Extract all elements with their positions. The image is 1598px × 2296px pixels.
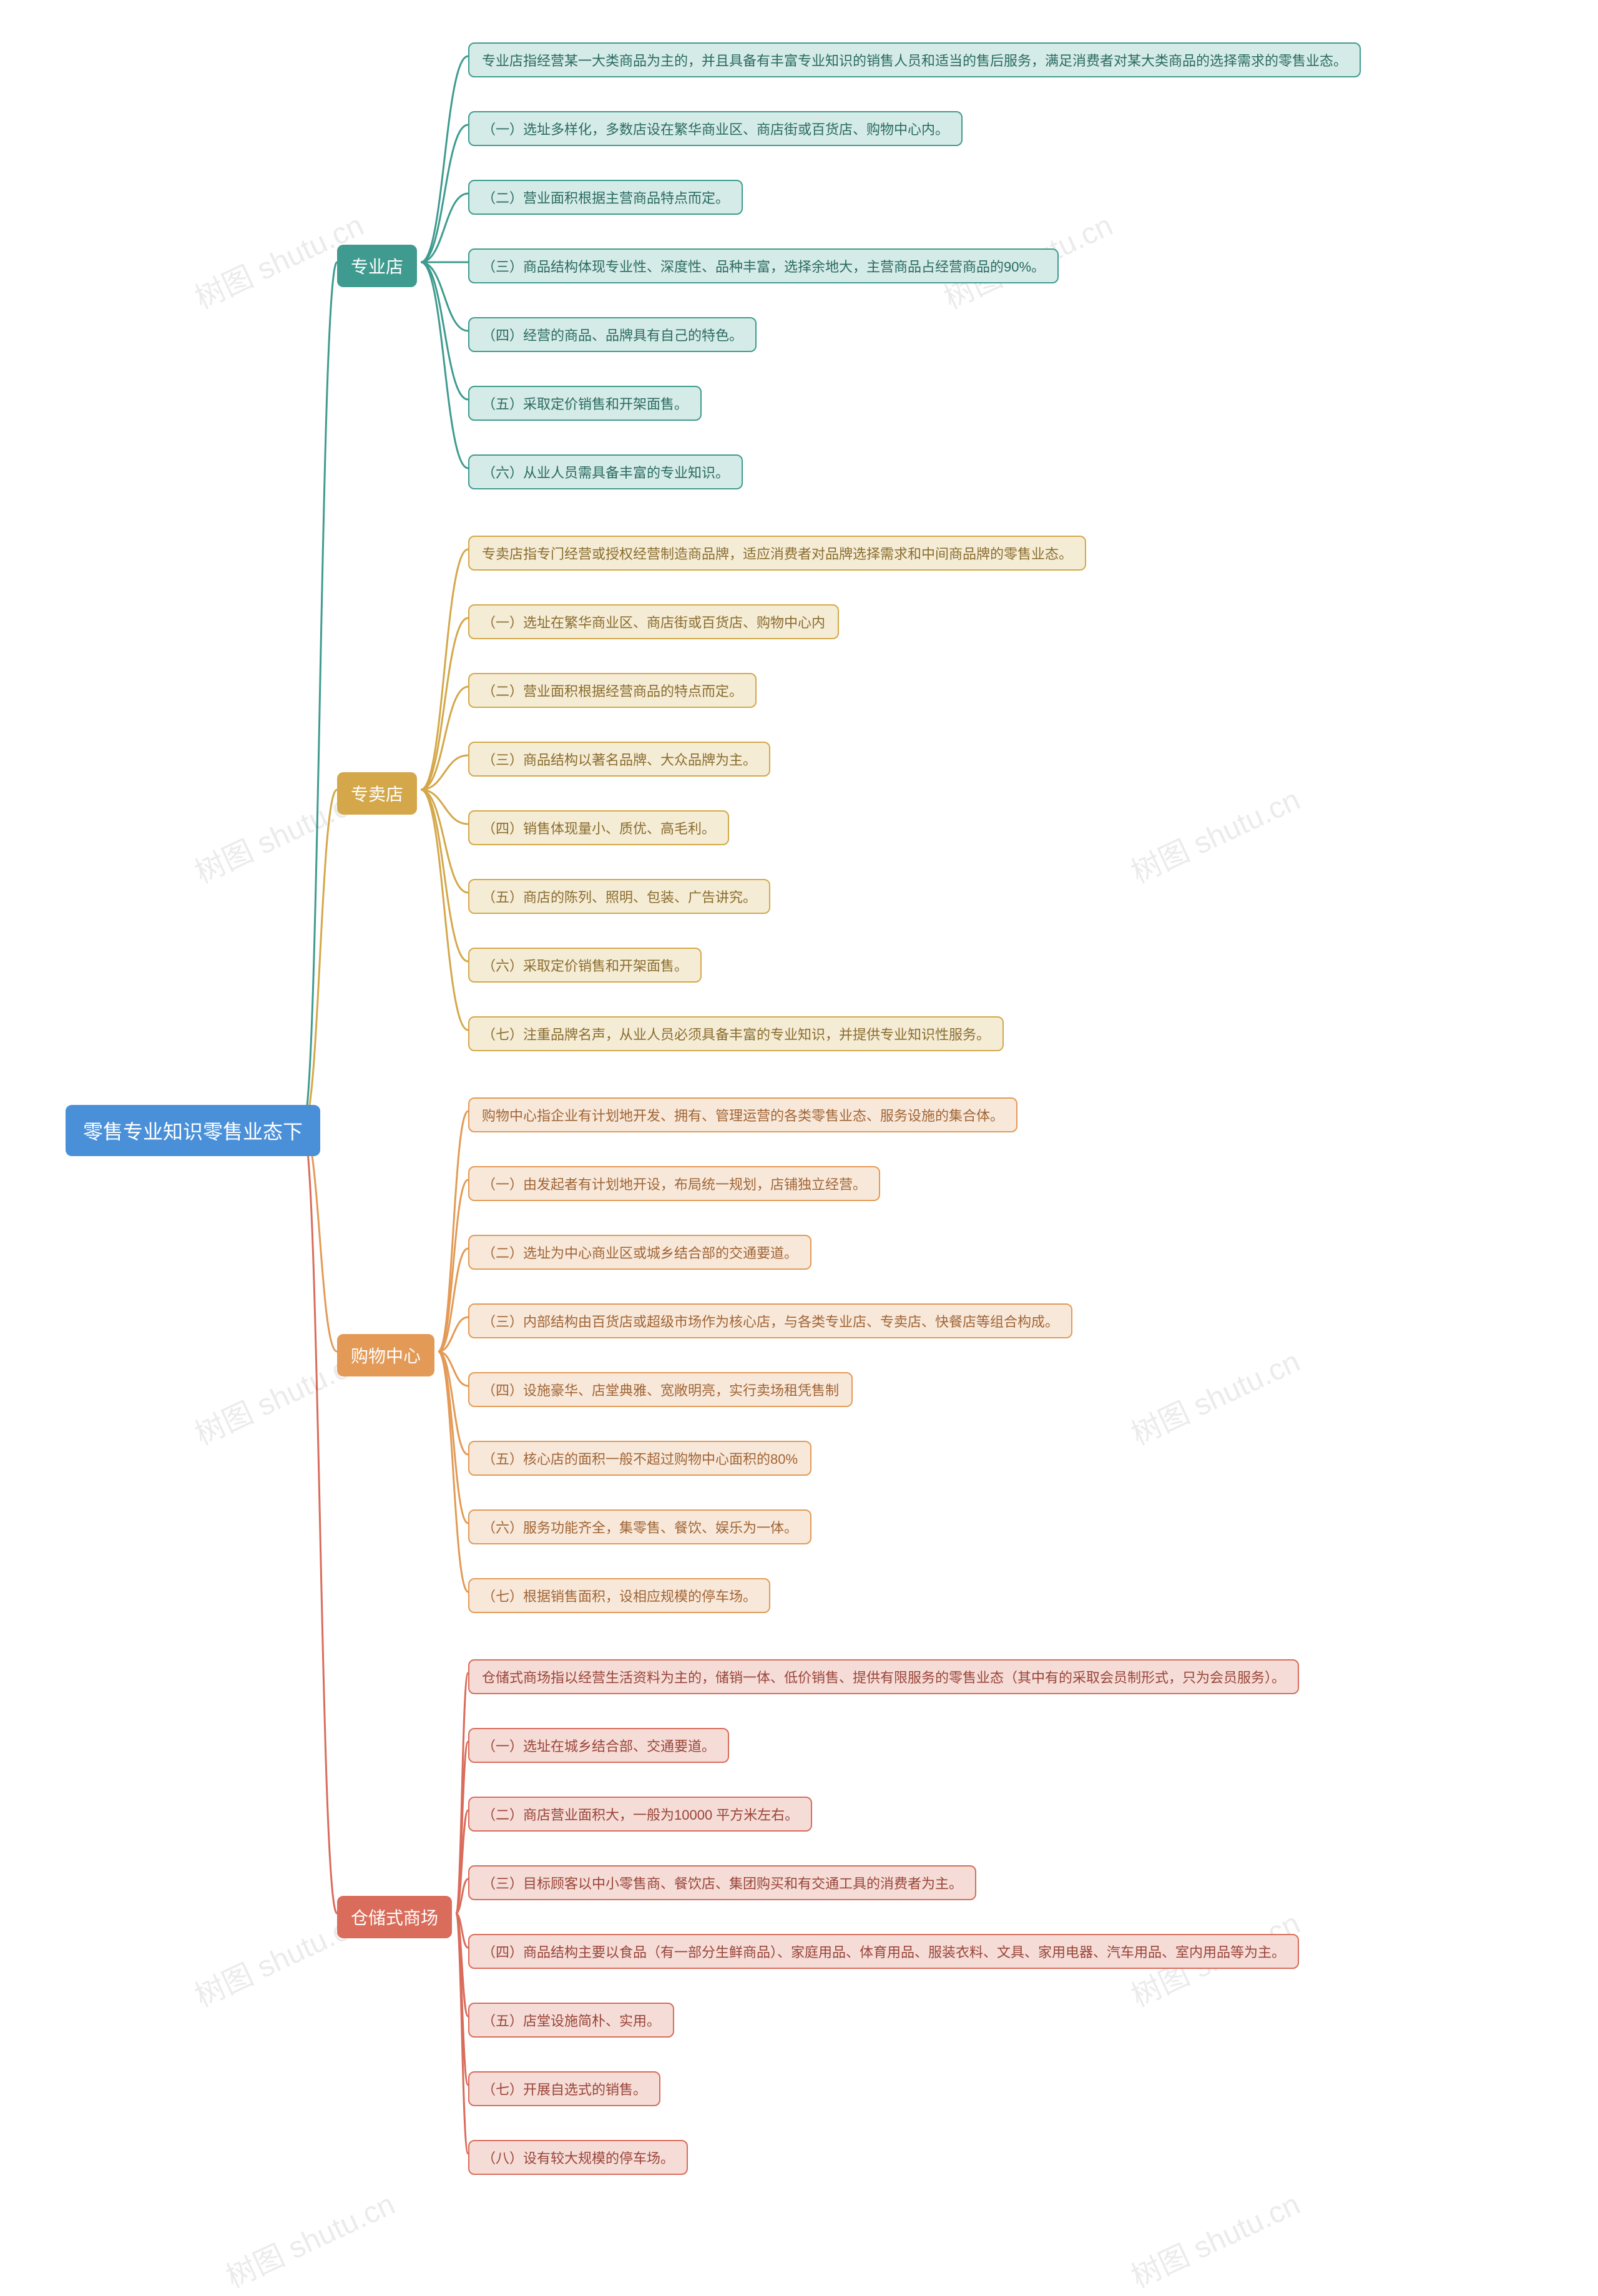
connector-path [303,262,337,1127]
watermark: 树图 shutu.cn [218,2180,401,2296]
connector-path [438,1180,468,1352]
leaf-node[interactable]: （二）营业面积根据主营商品特点而定。 [468,180,743,215]
leaf-node[interactable]: （五）店堂设施简朴、实用。 [468,2003,674,2038]
branch-node-b1[interactable]: 专业店 [337,245,417,287]
connector-path [438,1249,468,1352]
connector-path [421,790,468,893]
leaf-node[interactable]: （二）商店营业面积大，一般为10000 平方米左右。 [468,1797,812,1832]
leaf-node[interactable]: （三）商品结构以著名品牌、大众品牌为主。 [468,742,770,777]
connector-path [421,262,468,468]
leaf-node[interactable]: （一）选址在城乡结合部、交通要道。 [468,1728,729,1763]
connector-path [421,262,468,400]
connector-path [421,549,468,790]
connector-path [421,755,468,790]
connector-path [421,125,468,262]
leaf-node[interactable]: （七）开展自选式的销售。 [468,2071,660,2106]
leaf-node[interactable]: （八）设有较大规模的停车场。 [468,2140,688,2175]
connector-path [303,790,337,1127]
leaf-node[interactable]: （一）由发起者有计划地开设，布局统一规划，店铺独立经营。 [468,1166,880,1201]
leaf-node[interactable]: 仓储式商场指以经营生活资料为主的，储销一体、低价销售、提供有限服务的零售业态（其… [468,1659,1299,1694]
connector-path [438,1111,468,1352]
leaf-node[interactable]: （四）设施豪华、店堂典雅、宽敞明亮，实行卖场租凭售制 [468,1372,853,1407]
leaf-node[interactable]: （一）选址在繁华商业区、商店街或百货店、购物中心内 [468,604,839,639]
connector-path [456,1913,468,2085]
leaf-node[interactable]: （六）服务功能齐全，集零售、餐饮、娱乐为一体。 [468,1509,811,1544]
leaf-node[interactable]: （一）选址多样化，多数店设在繁华商业区、商店街或百货店、购物中心内。 [468,111,963,146]
watermark: 树图 shutu.cn [1123,2180,1306,2296]
leaf-node[interactable]: 购物中心指企业有计划地开发、拥有、管理运营的各类零售业态、服务设施的集合体。 [468,1097,1017,1132]
connector-path [303,1127,337,1913]
connector-path [456,1810,468,1913]
watermark: 树图 shutu.cn [1123,1337,1306,1453]
branch-node-b2[interactable]: 专卖店 [337,772,417,815]
branch-node-b3[interactable]: 购物中心 [337,1334,434,1376]
connector-path [438,1352,468,1386]
connector-path [438,1352,468,1523]
leaf-node[interactable]: （三）内部结构由百货店或超级市场作为核心店，与各类专业店、专卖店、快餐店等组合构… [468,1303,1072,1338]
connector-path [438,1352,468,1455]
leaf-node[interactable]: （三）目标顾客以中小零售商、餐饮店、集团购买和有交通工具的消费者为主。 [468,1865,976,1900]
leaf-node[interactable]: （六）采取定价销售和开架面售。 [468,948,702,983]
connector-path [421,194,468,262]
leaf-node[interactable]: （二）营业面积根据经营商品的特点而定。 [468,673,757,708]
root-node[interactable]: 零售专业知识零售业态下 [66,1105,320,1156]
branch-node-b4[interactable]: 仓储式商场 [337,1896,452,1938]
connector-path [438,1352,468,1592]
leaf-node[interactable]: （五）核心店的面积一般不超过购物中心面积的80% [468,1441,811,1476]
leaf-node[interactable]: （五）商店的陈列、照明、包装、广告讲究。 [468,879,770,914]
connector-path [421,790,468,1030]
connector-path [456,1742,468,1913]
leaf-node[interactable]: 专业店指经营某一大类商品为主的，并且具备有丰富专业知识的销售人员和适当的售后服务… [468,42,1361,77]
connector-path [456,1913,468,2154]
connector-path [421,56,468,262]
leaf-node[interactable]: （七）注重品牌名声，从业人员必须具备丰富的专业知识，并提供专业知识性服务。 [468,1016,1004,1051]
leaf-node[interactable]: （四）经营的商品、品牌具有自己的特色。 [468,317,757,352]
connector-path [456,1913,468,1948]
leaf-node[interactable]: （三）商品结构体现专业性、深度性、品种丰富，选择余地大，主营商品占经营商品的90… [468,248,1059,283]
connector-path [438,1317,468,1352]
leaf-node[interactable]: （五）采取定价销售和开架面售。 [468,386,702,421]
connector-path [421,262,468,331]
connector-path [421,618,468,790]
leaf-node[interactable]: （六）从业人员需具备丰富的专业知识。 [468,454,743,489]
connector-path [421,687,468,790]
leaf-node[interactable]: （七）根据销售面积，设相应规模的停车场。 [468,1578,770,1613]
leaf-node[interactable]: 专卖店指专门经营或授权经营制造商品牌，适应消费者对品牌选择需求和中间商品牌的零售… [468,536,1086,571]
leaf-node[interactable]: （四）商品结构主要以食品（有一部分生鲜商品）、家庭用品、体育用品、服装衣料、文具… [468,1934,1299,1969]
connector-path [421,790,468,961]
connector-path [303,1127,337,1352]
connector-path [456,1913,468,2016]
connector-path [456,1879,468,1913]
leaf-node[interactable]: （二）选址为中心商业区或城乡结合部的交通要道。 [468,1235,811,1270]
connector-path [421,790,468,824]
watermark: 树图 shutu.cn [1123,775,1306,891]
leaf-node[interactable]: （四）销售体现量小、质优、高毛利。 [468,810,729,845]
connector-path [456,1673,468,1913]
